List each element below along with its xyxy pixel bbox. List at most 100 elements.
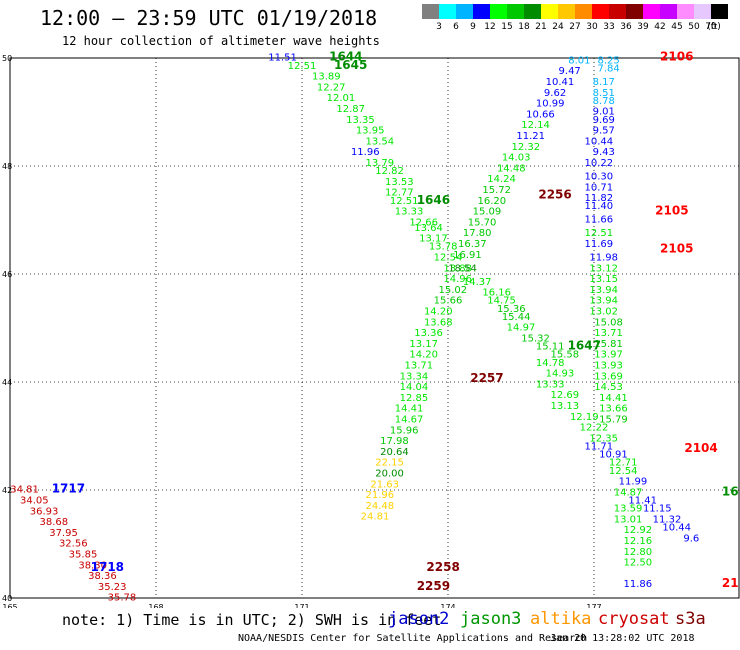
color-scale-unit: (ft) xyxy=(707,22,721,32)
color-scale-swatch xyxy=(541,4,558,19)
wave-height-value: 14.75 xyxy=(487,296,516,307)
wave-height-value: 11.15 xyxy=(643,504,672,515)
wave-height-value: 38.68 xyxy=(39,517,68,528)
pass-time-label: 2257 xyxy=(470,371,503,385)
color-scale-label: 70 xyxy=(705,22,717,32)
color-scale-swatch xyxy=(575,4,592,19)
wave-height-value: 13.13 xyxy=(550,401,579,412)
wave-height-value: 13.33 xyxy=(395,207,424,218)
wave-height-value: 18.54 xyxy=(448,263,477,274)
color-scale-swatch xyxy=(507,4,524,19)
wave-height-value: 16.37 xyxy=(458,239,487,250)
wave-height-value: 16.16 xyxy=(482,288,511,299)
wave-height-value: 14.87 xyxy=(614,487,643,498)
wave-height-value: 14.24 xyxy=(487,174,516,185)
color-scale-swatch xyxy=(660,4,677,19)
wave-height-value: 14.03 xyxy=(502,153,531,164)
wave-height-value: 13.36 xyxy=(414,328,443,339)
color-scale-label: 6 xyxy=(453,22,459,32)
y-tick-label: 40 xyxy=(2,594,12,603)
wave-height-value: 10.71 xyxy=(585,182,614,193)
wave-height-value: 12.19 xyxy=(570,412,599,423)
wave-height-value: 13.88 xyxy=(443,263,472,274)
y-tick-label: 46 xyxy=(2,270,12,279)
wave-height-value: 22.15 xyxy=(375,458,404,469)
wave-height-value: 14.41 xyxy=(599,393,628,404)
wave-height-value: 15.11 xyxy=(536,342,565,353)
wave-height-value: 24.48 xyxy=(366,501,395,512)
wave-height-value: 12.22 xyxy=(580,423,609,434)
wave-height-value: 35.85 xyxy=(69,550,98,561)
wave-height-value: 21.63 xyxy=(370,479,399,490)
color-scale-swatch xyxy=(609,4,626,19)
wave-height-value: 14.97 xyxy=(507,323,536,334)
wave-height-value: 16.91 xyxy=(453,250,482,261)
wave-height-value: 12.71 xyxy=(609,458,638,469)
wave-height-value: 24.81 xyxy=(361,512,390,523)
wave-height-value: 14.41 xyxy=(395,404,424,415)
wave-height-value: 13.71 xyxy=(404,361,433,372)
wave-height-value: 12.66 xyxy=(409,217,438,228)
color-scale-label: 42 xyxy=(654,22,666,32)
x-tick-label: 171 xyxy=(294,603,309,608)
pass-time-label: 2105 xyxy=(660,241,693,255)
y-tick-label: 42 xyxy=(2,486,12,495)
wave-height-value: 34.81 xyxy=(10,485,39,496)
wave-height-value: 12.80 xyxy=(623,547,652,558)
color-scale-label: 30 xyxy=(586,22,598,32)
wave-height-value: 8.01 xyxy=(568,55,590,66)
wave-height-value: 17.98 xyxy=(380,436,409,447)
wave-height-value: 11.98 xyxy=(589,253,618,264)
wave-height-value: 13.95 xyxy=(356,126,385,137)
wave-height-value: 15.70 xyxy=(468,217,497,228)
wave-height-value: 35.23 xyxy=(98,582,127,593)
wave-height-value: 13.33 xyxy=(536,379,565,390)
wave-height-value: 36.93 xyxy=(30,506,59,517)
wave-height-value: 13.17 xyxy=(419,234,448,245)
wave-height-value: 12.51 xyxy=(585,228,614,239)
wave-height-value: 13.66 xyxy=(599,404,628,415)
wave-height-value: 13.34 xyxy=(400,371,429,382)
legend-item-s3a: s3a xyxy=(675,609,706,629)
chart-title: 12:00 – 23:59 UTC 01/19/2018 xyxy=(40,6,378,30)
wave-height-value: 13.78 xyxy=(429,242,458,253)
chart-subtitle: 12 hour collection of altimeter wave hei… xyxy=(62,34,380,48)
wave-height-value: 12.51 xyxy=(390,196,419,207)
color-scale-swatch xyxy=(694,4,711,19)
color-scale-label: 12 xyxy=(484,22,496,32)
wave-height-value: 14.96 xyxy=(443,274,472,285)
color-scale-label: 27 xyxy=(569,22,581,32)
wave-height-value: 11.99 xyxy=(619,477,648,488)
wave-height-value: 12.16 xyxy=(623,536,652,547)
wave-height-value: 13.02 xyxy=(589,307,618,318)
wave-height-value: 11.69 xyxy=(585,239,614,250)
wave-height-value: 14.93 xyxy=(546,369,575,380)
pass-time-label: 2104 xyxy=(684,441,717,455)
color-scale-swatch xyxy=(592,4,609,19)
wave-height-value: 34.05 xyxy=(20,496,49,507)
wave-height-value: 12.54 xyxy=(434,253,463,264)
wave-height-value: 12.32 xyxy=(512,142,541,153)
wave-height-value: 8.51 xyxy=(593,88,615,99)
wave-height-value: 21.96 xyxy=(366,490,395,501)
wave-height-value: 11.96 xyxy=(351,147,380,158)
wave-height-value: 37.95 xyxy=(49,528,78,539)
color-scale-label: 50 xyxy=(688,22,700,32)
color-scale-swatch xyxy=(422,4,439,19)
wave-height-value: 13.15 xyxy=(589,274,618,285)
pass-time-label: 16 xyxy=(722,484,739,498)
wave-height-value: 14.20 xyxy=(409,350,438,361)
footer-note: note: 1) Time is in UTC; 2) SWH is in fe… xyxy=(62,611,442,629)
x-tick-label: 177 xyxy=(586,603,601,608)
wave-height-value: 16.20 xyxy=(477,196,506,207)
y-tick-label: 50 xyxy=(2,54,12,63)
wave-height-value: 9.43 xyxy=(593,147,615,158)
wave-height-value: 12.87 xyxy=(336,104,365,115)
wave-height-value: 35.78 xyxy=(108,593,137,604)
wave-height-value: 10.99 xyxy=(536,99,565,110)
legend-item-cryosat: cryosat xyxy=(598,609,670,629)
wave-height-value: 38.30 xyxy=(78,560,107,571)
legend-item-altika: altika xyxy=(530,609,592,629)
wave-height-value: 32.56 xyxy=(59,539,88,550)
wave-height-value: 15.72 xyxy=(482,185,511,196)
